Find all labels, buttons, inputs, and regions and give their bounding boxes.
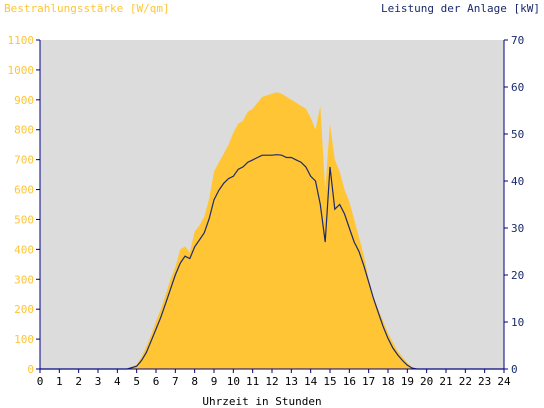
x-tick-label: 17 [362,375,375,388]
x-tick-label: 22 [459,375,472,388]
left-tick-label: 400 [14,243,34,256]
x-tick-label: 14 [304,375,318,388]
x-tick-label: 8 [191,375,198,388]
right-tick-label: 0 [511,363,518,376]
x-tick-label: 19 [401,375,414,388]
x-tick-label: 3 [95,375,102,388]
right-tick-label: 70 [511,34,524,47]
x-tick-label: 1 [56,375,63,388]
x-tick-label: 0 [37,375,44,388]
left-tick-label: 600 [14,184,34,197]
irradiance-area [40,92,504,370]
x-tick-label: 10 [227,375,240,388]
x-tick-label: 24 [497,375,511,388]
irradiance-area-layer [40,92,504,370]
x-tick-label: 7 [172,375,179,388]
left-tick-label: 0 [27,363,34,376]
x-tick-label: 15 [323,375,336,388]
x-tick-label: 9 [211,375,218,388]
left-y-ticks: 0 100 200 300 400 500 600 700 800 900 1000 1100 [8,34,40,376]
left-tick-label: 300 [14,273,34,286]
right-tick-label: 10 [511,316,524,329]
x-tick-label: 13 [285,375,298,388]
power-line-layer [40,154,504,370]
right-y-ticks: 0 10 20 30 40 50 60 70 [504,34,524,376]
x-tick-label: 21 [439,375,452,388]
x-tick-label: 5 [133,375,140,388]
x-tick-label: 6 [153,375,160,388]
left-tick-label: 100 [14,333,34,346]
x-tick-label: 23 [478,375,491,388]
right-tick-label: 30 [511,222,524,235]
right-tick-label: 40 [511,175,524,188]
right-axis-title: Leistung der Anlage [kW] [381,2,540,15]
left-tick-label: 200 [14,303,34,316]
x-tick-label: 16 [343,375,356,388]
x-tick-label: 18 [381,375,394,388]
left-tick-label: 1100 [8,34,35,47]
left-tick-label: 900 [14,94,34,107]
x-ticks: 0 1 2 3 4 5 6 7 8 9 10 11 12 13 14 15 16 17 18 19 20 21 22 23 24 [37,369,511,388]
left-axis-title: Bestrahlungsstärke [W/qm] [4,2,170,15]
left-tick-label: 700 [14,154,34,167]
right-tick-label: 50 [511,128,524,141]
x-axis-label: Uhrzeit in Stunden [202,395,321,408]
right-tick-label: 20 [511,269,524,282]
left-tick-label: 800 [14,124,34,137]
x-tick-label: 12 [265,375,278,388]
power-line [40,154,504,370]
x-tick-label: 20 [420,375,433,388]
x-tick-label: 11 [246,375,259,388]
left-tick-label: 1000 [8,64,35,77]
left-tick-label: 500 [14,213,34,226]
x-tick-label: 2 [75,375,82,388]
x-tick-label: 4 [114,375,121,388]
right-tick-label: 60 [511,81,524,94]
